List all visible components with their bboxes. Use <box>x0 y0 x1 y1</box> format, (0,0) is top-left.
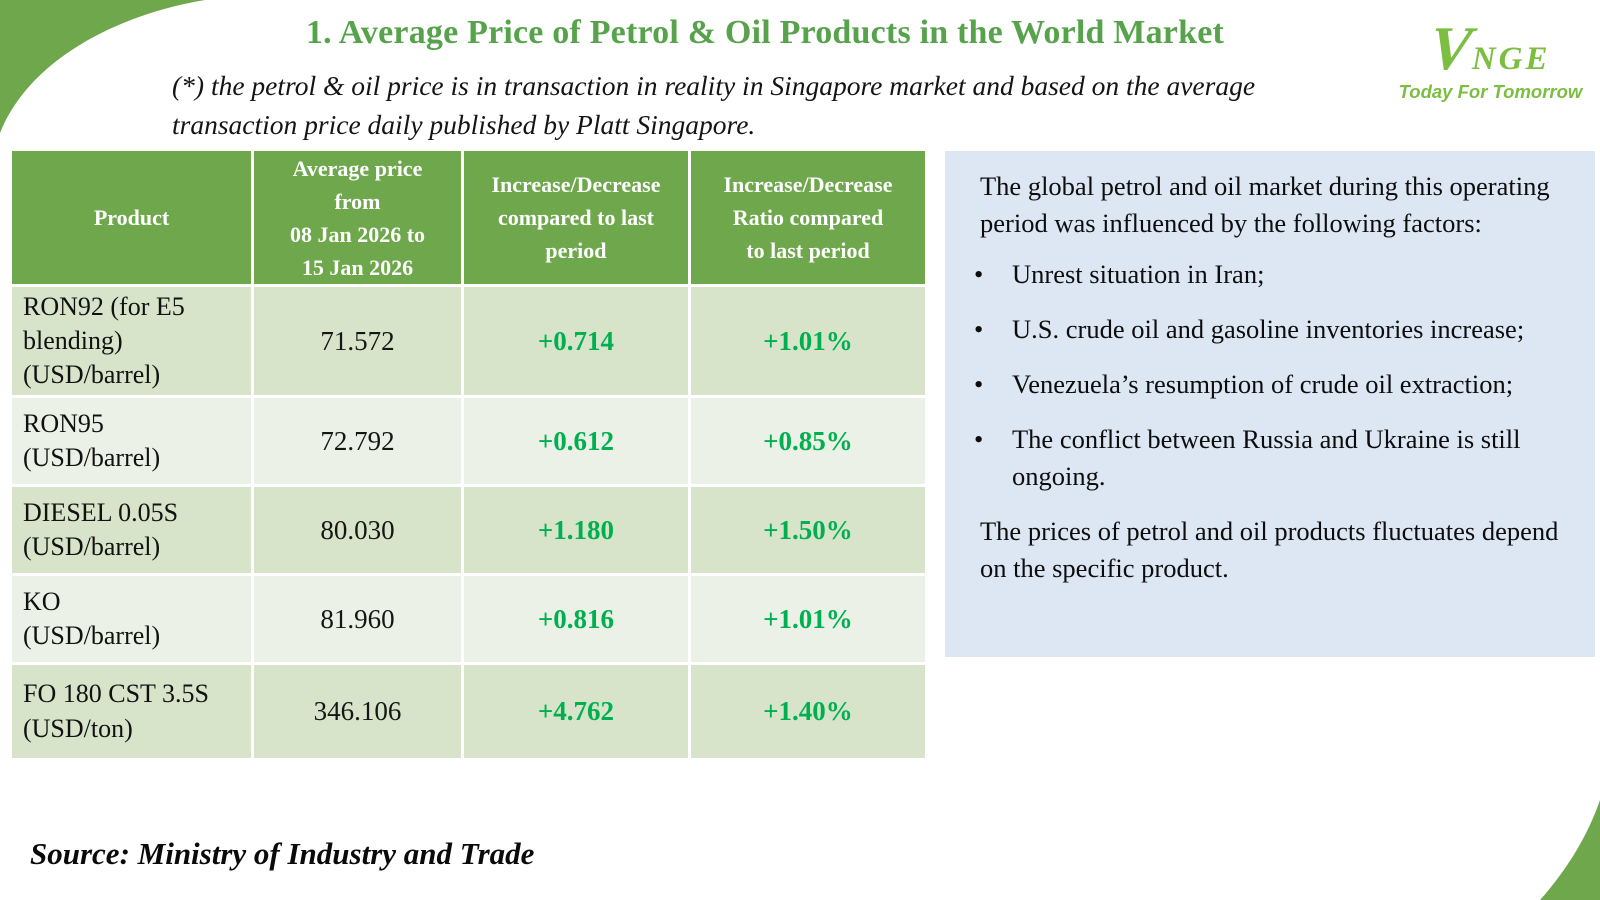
table-row-ratio: +1.40% <box>691 665 925 758</box>
table-row-ratio: +1.01% <box>691 576 925 662</box>
table-row-ratio: +1.01% <box>691 287 925 395</box>
list-item: • Unrest situation in Iran; <box>966 256 1565 293</box>
table-row-average: 71.572 <box>254 287 461 395</box>
table-row-average: 81.960 <box>254 576 461 662</box>
table-row-product: FO 180 CST 3.5S (USD/ton) <box>12 665 251 758</box>
table-row-change: +0.612 <box>464 398 688 484</box>
title-footnote: (*) the petrol & oil price is in transac… <box>172 66 1387 144</box>
table-row-change: +0.816 <box>464 576 688 662</box>
table-row-ratio: +0.85% <box>691 398 925 484</box>
bullet-icon: • <box>974 424 984 454</box>
table-row-product: RON95 (USD/barrel) <box>12 398 251 484</box>
footnote-line-1: (*) the petrol & oil price is in transac… <box>172 70 1256 101</box>
bullet-icon: • <box>974 369 984 399</box>
bullet-text: Venezuela’s resumption of crude oil extr… <box>1012 369 1514 399</box>
list-item: • Venezuela’s resumption of crude oil ex… <box>966 366 1565 403</box>
commentary-intro: The global petrol and oil market during … <box>980 171 1550 238</box>
table-row-product: KO (USD/barrel) <box>12 576 251 662</box>
bullet-text: U.S. crude oil and gasoline inventories … <box>1012 314 1525 344</box>
company-logo: VNGE Today For Tomorrow <box>1398 15 1583 103</box>
table-row-change: +0.714 <box>464 287 688 395</box>
table-row-change: +1.180 <box>464 487 688 573</box>
bullet-text: Unrest situation in Iran; <box>1012 259 1265 289</box>
market-commentary-panel: The global petrol and oil market during … <box>945 151 1595 657</box>
commentary-outro: The prices of petrol and oil products fl… <box>980 516 1559 583</box>
col-header-change: Increase/Decrease compared to last perio… <box>464 151 688 284</box>
table-row-average: 346.106 <box>254 665 461 758</box>
corner-swoosh-bottom-right <box>1540 800 1600 900</box>
col-header-change-ratio: Increase/Decrease Ratio compared to last… <box>691 151 925 284</box>
bullet-text: The conflict between Russia and Ukraine … <box>1012 424 1521 491</box>
list-item: • The conflict between Russia and Ukrain… <box>966 421 1565 495</box>
table-row-product: RON92 (for E5 blending) (USD/barrel) <box>12 287 251 395</box>
table-row-change: +4.762 <box>464 665 688 758</box>
footnote-line-2: transaction price daily published by Pla… <box>172 109 756 141</box>
col-header-product: Product <box>12 151 251 284</box>
logo-letters: NGE <box>1471 41 1551 77</box>
price-table: Product Average price from 08 Jan 2026 t… <box>12 151 925 758</box>
source-attribution: Source: Ministry of Industry and Trade <box>30 836 535 871</box>
bullet-icon: • <box>974 314 984 344</box>
table-row-average: 72.792 <box>254 398 461 484</box>
page-title: 1. Average Price of Petrol & Oil Product… <box>305 14 1225 51</box>
list-item: • U.S. crude oil and gasoline inventorie… <box>966 311 1565 348</box>
col-header-average-price: Average price from 08 Jan 2026 to 15 Jan… <box>254 151 461 284</box>
bullet-icon: • <box>974 259 984 289</box>
table-row-product: DIESEL 0.05S (USD/barrel) <box>12 487 251 573</box>
table-row-average: 80.030 <box>254 487 461 573</box>
logo-v-glyph: V <box>1426 15 1476 83</box>
table-row-ratio: +1.50% <box>691 487 925 573</box>
logo-wordmark: VNGE <box>1398 15 1583 83</box>
logo-tagline: Today For Tomorrow <box>1398 80 1583 102</box>
